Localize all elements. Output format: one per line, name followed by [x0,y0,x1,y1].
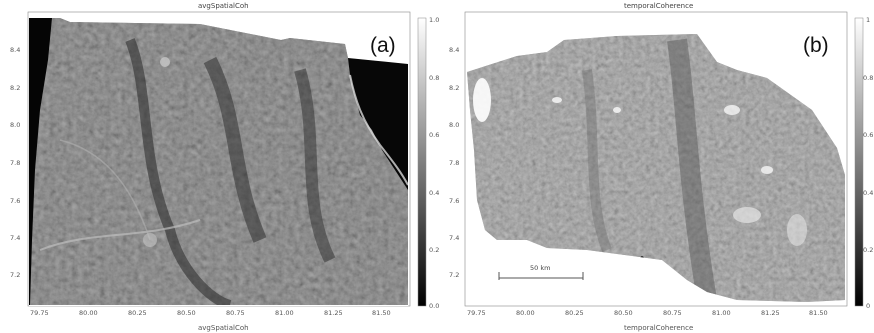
panel-a-cbtick: 0.8 [429,74,440,82]
panel-b-ytick: 8.2 [449,84,460,92]
panel-a-ytick: 7.6 [10,197,21,205]
panel-b-xtick: 81.00 [712,309,731,317]
panel-b-bottom-title: temporalCoherence [624,324,694,332]
panel-a-xtick: 80.25 [128,309,147,317]
panel-b-xtick: 80.25 [565,309,584,317]
panel-a-ytick: 8.4 [10,46,21,54]
panel-b-cbtick: 0.2 [863,246,874,254]
panel-a-xtick: 81.25 [324,309,343,317]
panel-a-ytick: 8.2 [10,84,21,92]
panel-a-xtick: 79.75 [30,309,49,317]
panel-b-xtick: 79.75 [467,309,486,317]
panel-b-colorbar [854,17,864,307]
panel-b-xtick: 81.25 [761,309,780,317]
panel-b-xtick: 80.00 [516,309,535,317]
panel-b-ytick: 7.8 [449,159,460,167]
panel-b-scale-bar [498,272,584,280]
panel-a-cbtick: 0.6 [429,131,440,139]
panel-a-map [27,11,427,307]
panel-b-label: (b) [803,34,829,57]
panel-a-title: avgSpatialCoh [198,2,249,10]
panel-b-ytick: 7.6 [449,197,460,205]
panel-b-scale-bar-label: 50 km [530,264,551,272]
panel-a-ytick: 7.8 [10,159,21,167]
panel-a-colorbar [417,17,427,307]
panel-a-xtick: 80.50 [177,309,196,317]
panel-b-cbtick: 0.6 [863,131,874,139]
panel-b-xtick: 81.50 [809,309,828,317]
panel-b-ytick: 7.2 [449,271,460,279]
panel-b-ytick: 7.4 [449,234,460,242]
panel-b-cbtick: 0.8 [863,74,874,82]
panel-a-xtick: 81.50 [372,309,391,317]
panel-b-xtick: 80.50 [614,309,633,317]
panel-b-map [464,11,864,307]
panel-a-cbtick: 0.0 [429,302,440,310]
panel-a-bottom-title: avgSpatialCoh [198,324,249,332]
panel-b-title: temporalCoherence [624,2,694,10]
panel-a-cbtick: 1.0 [429,16,440,24]
panel-a-cbtick: 0.4 [429,189,440,197]
panel-a-xtick: 80.00 [79,309,98,317]
panel-a-imagery [29,18,408,305]
panel-b-ytick: 8.4 [449,46,460,54]
panel-b-ytick: 8.0 [449,121,460,129]
panel-a-xtick: 80.75 [226,309,245,317]
panel-a-ytick: 7.2 [10,271,21,279]
panel-b-xtick: 80.75 [663,309,682,317]
panel-b-cbtick: 0 [866,302,871,310]
panel-a-label: (a) [370,34,396,57]
panel-a-xtick: 81.00 [275,309,294,317]
panel-a: avgSpatialCoh [10,2,440,332]
panel-a-ytick: 7.4 [10,234,21,242]
panel-b-cbtick: 0.4 [863,189,874,197]
panel-a-ytick: 8.0 [10,121,21,129]
panel-a-cbtick: 0.2 [429,246,440,254]
panel-b: temporalCoherence [437,0,874,333]
panel-b-cbtick: 1 [866,16,871,24]
